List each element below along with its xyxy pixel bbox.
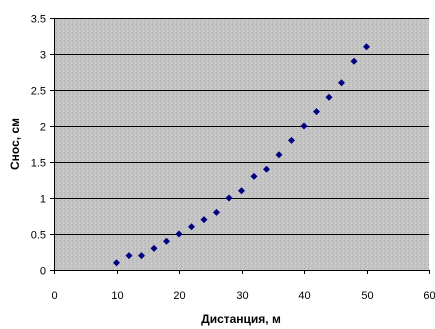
y-axis-title: Снос, см [8,118,22,170]
data-point [138,252,145,260]
data-point [200,216,208,224]
y-tick-label: 3.5 [31,14,46,26]
x-tick-labels: 0 10 20 30 40 50 60 [51,290,435,302]
x-tick-label: 20 [173,290,185,302]
data-point [238,187,245,195]
y-tick-label: 1 [40,194,46,206]
data-point [125,252,133,260]
data-point [113,259,120,267]
y-tick-label: 0.5 [31,230,46,242]
plot-area [54,18,429,270]
y-tick-label: 2.5 [31,86,46,98]
data-points [113,43,370,267]
data-point [350,57,358,65]
x-axis-title: Дистанция, м [201,312,281,326]
data-point [338,79,345,87]
y-tick-label: 1.5 [31,158,46,170]
y-tick-label: 3 [40,50,46,62]
data-point [325,93,333,101]
data-point [300,122,308,130]
y-tick-label: 0 [40,266,46,278]
data-point [263,165,270,173]
data-point [225,194,233,202]
grid-lines [54,18,429,235]
data-point [175,230,183,238]
data-point [288,136,295,144]
y-tick-label: 2 [40,122,46,134]
data-point [313,108,320,116]
data-point [150,244,158,252]
x-tick-label: 40 [298,290,310,302]
data-point [275,151,283,159]
data-point [163,237,170,245]
x-tick-label: 50 [361,290,373,302]
x-tick-label: 0 [51,290,57,302]
data-point [250,172,258,180]
data-point [363,43,370,51]
axes [50,18,430,274]
y-tick-labels: 0 0.5 1 1.5 2 2.5 3 3.5 [31,14,46,278]
data-point [188,223,195,231]
x-tick-label: 30 [236,290,248,302]
x-tick-label: 10 [111,290,123,302]
data-point [213,208,220,216]
x-tick-label: 60 [423,290,435,302]
